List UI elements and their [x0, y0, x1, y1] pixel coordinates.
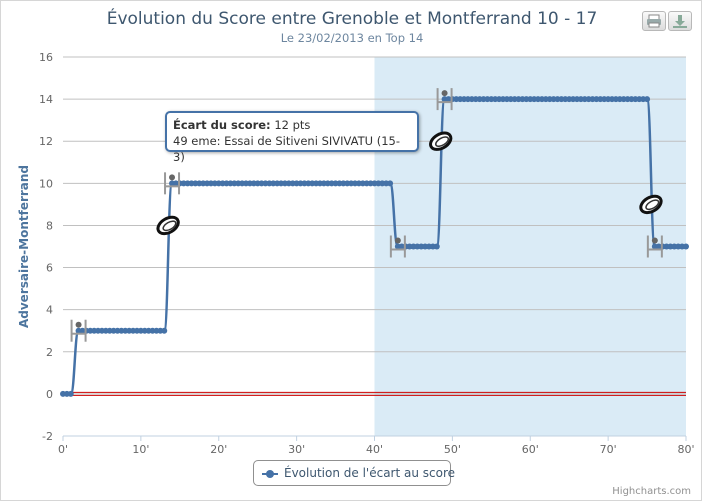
series-point	[433, 243, 440, 250]
goal-ball	[651, 237, 658, 244]
chart-plot: -2 0 2 4 6 8 10 12 14 16 0' 10' 20' 30' 40' 50' 60' 70' 80…	[17, 51, 695, 456]
series-point	[683, 243, 689, 250]
tooltip-label: Écart du score:	[173, 118, 271, 132]
rugby-ball-icon	[156, 215, 180, 236]
x-tick-label: 20'	[210, 443, 227, 456]
goal-ball	[394, 237, 401, 244]
y-tick-label: 4	[46, 304, 53, 317]
ball-seam	[435, 136, 450, 147]
y-tick-label: 6	[46, 262, 53, 275]
y-tick-label: 0	[46, 388, 53, 401]
rugby-ball-icon	[429, 131, 453, 151]
ball-shape	[156, 215, 180, 236]
x-tick-label: 40'	[366, 443, 383, 456]
legend-item[interactable]: Évolution de l'écart au score	[253, 460, 455, 486]
download-icon	[673, 15, 687, 28]
ball-seam	[162, 220, 177, 232]
x-tick-label: 10'	[132, 443, 149, 456]
chart-tooltip: Écart du score: 12 pts 49 eme: Essai de …	[165, 111, 419, 164]
y-tick-label: 8	[46, 219, 53, 232]
series-point	[387, 180, 394, 187]
chart-title: Évolution du Score entre Grenoble et Mon…	[106, 9, 598, 29]
y-tick-label: 14	[39, 93, 53, 106]
tooltip-detail: 49 eme: Essai de Sitiveni SIVIVATU (15-3…	[173, 134, 400, 164]
credits-link[interactable]: Highcharts.com	[612, 486, 691, 497]
series-point	[67, 390, 74, 397]
legend-label: Évolution de l'écart au score	[284, 466, 456, 480]
goal-post-icon	[436, 88, 453, 111]
y-tick-label: 16	[39, 51, 53, 64]
goal-post-icon	[70, 319, 87, 342]
ball-seam	[645, 199, 660, 211]
print-button[interactable]	[642, 11, 666, 31]
goal-post-icon	[646, 235, 663, 258]
goal-ball	[75, 321, 82, 328]
x-tick-label: 0'	[58, 443, 68, 456]
chart-subtitle: Le 23/02/2013 en Top 14	[280, 31, 424, 45]
legend-dot-icon	[266, 470, 274, 478]
rugby-ball-icon	[639, 194, 663, 215]
y-axis-title: Adversaire-Montferrand	[17, 165, 31, 328]
series-point	[644, 96, 651, 103]
series-point	[161, 327, 168, 334]
x-tick-label: 30'	[288, 443, 305, 456]
goal-post-icon	[164, 172, 181, 195]
y-tick-label: 2	[46, 346, 53, 359]
goal-post-icon	[389, 235, 406, 258]
x-tick-label: 50'	[444, 443, 461, 456]
x-tick-label: 60'	[522, 443, 539, 456]
tooltip-value: 12 pts	[274, 118, 311, 132]
y-tick-label: 12	[39, 135, 53, 148]
printer-icon	[647, 14, 661, 28]
y-tick-label: -2	[42, 430, 53, 443]
goal-ball	[169, 174, 176, 181]
x-tick-label: 80'	[677, 443, 694, 456]
y-tick-label: 10	[39, 177, 53, 190]
goal-ball	[441, 90, 448, 97]
export-button[interactable]	[668, 11, 692, 31]
x-tick-label: 70'	[600, 443, 617, 456]
